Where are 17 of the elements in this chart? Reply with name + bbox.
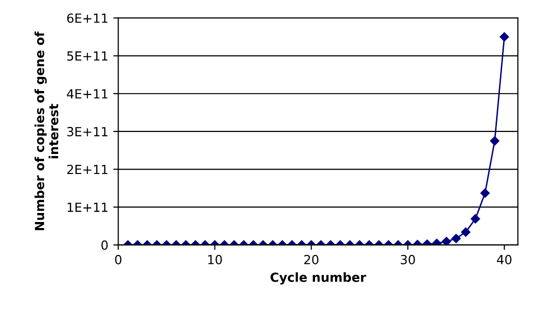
- y-tick-label: 2E+11: [67, 164, 108, 174]
- point: [480, 188, 490, 198]
- x-tick-label: 30: [400, 254, 415, 264]
- y-tick-label: 3E+11: [67, 126, 108, 136]
- y-tick-label: 1E+11: [68, 202, 108, 212]
- x-tick-label: 0: [115, 254, 122, 264]
- point: [490, 136, 500, 146]
- x-tick-label: 10: [208, 254, 222, 264]
- x-axis-title: Cycle number: [270, 272, 366, 284]
- y-axis-title: Number of copies of gene of interest: [34, 31, 58, 230]
- x-tick-label: 40: [497, 254, 512, 264]
- y-tick-label: 0: [101, 240, 108, 250]
- y-tick-label: 4E+11: [66, 89, 108, 98]
- y-tick-label: 6E+11: [67, 13, 108, 23]
- point: [500, 32, 509, 42]
- x-tick-label: 20: [304, 254, 318, 264]
- y-tick-label: 5E+11: [67, 51, 108, 61]
